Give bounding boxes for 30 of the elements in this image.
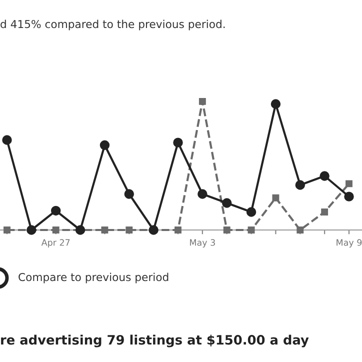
- point: [321, 208, 328, 216]
- point: [50, 206, 61, 216]
- point: [272, 194, 280, 202]
- point: [320, 171, 330, 181]
- point: [52, 226, 60, 234]
- point: [198, 189, 208, 199]
- text: re advertising 79 listings at $150.00 a day: [1, 334, 309, 348]
- point: [124, 189, 134, 199]
- text: Compare to previous period: [18, 272, 168, 284]
- point: [344, 192, 354, 202]
- point: [246, 207, 256, 217]
- x-tick-label: Apr 27: [41, 239, 70, 248]
- x-tick-label: May 3: [190, 239, 215, 248]
- point: [174, 226, 182, 234]
- point: [126, 226, 133, 234]
- point: [296, 226, 304, 234]
- point: [270, 99, 281, 109]
- point: [4, 226, 10, 234]
- point: [248, 226, 255, 234]
- point: [346, 180, 352, 188]
- point: [100, 140, 110, 150]
- point: [295, 180, 306, 190]
- point: [101, 226, 108, 234]
- point: [223, 226, 230, 234]
- point: [198, 98, 206, 105]
- text: d 415% compared to the previous period.: [0, 20, 225, 30]
- x-tick-label: May 9: [336, 239, 362, 248]
- point: [173, 138, 183, 148]
- point: [2, 135, 12, 145]
- point: [222, 198, 232, 208]
